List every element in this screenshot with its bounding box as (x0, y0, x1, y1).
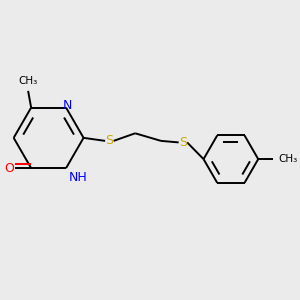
Text: S: S (105, 134, 113, 147)
Text: CH₃: CH₃ (19, 76, 38, 86)
Text: N: N (63, 100, 72, 112)
Text: S: S (179, 136, 187, 149)
Text: O: O (4, 162, 14, 175)
Text: NH: NH (69, 171, 88, 184)
Text: CH₃: CH₃ (278, 154, 297, 164)
